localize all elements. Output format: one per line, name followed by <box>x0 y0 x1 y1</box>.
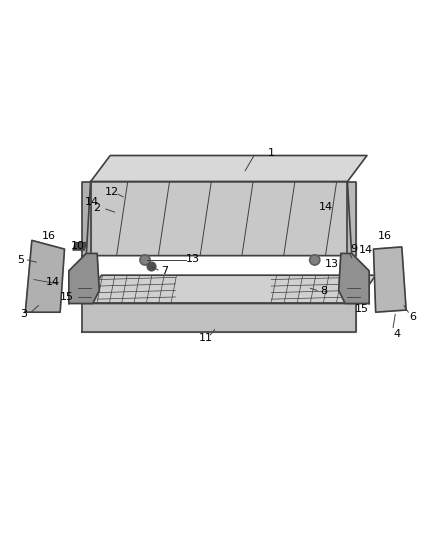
Text: 16: 16 <box>42 231 55 241</box>
Polygon shape <box>91 156 367 182</box>
Text: 1: 1 <box>268 148 275 158</box>
Text: 14: 14 <box>359 245 373 255</box>
Text: 14: 14 <box>46 277 60 287</box>
Text: 4: 4 <box>394 329 401 339</box>
Text: 12: 12 <box>105 187 120 197</box>
Circle shape <box>140 255 150 265</box>
Text: 10: 10 <box>71 240 85 251</box>
Text: 7: 7 <box>161 266 168 276</box>
Polygon shape <box>347 182 356 256</box>
Text: 8: 8 <box>320 286 327 296</box>
Text: 3: 3 <box>21 309 28 319</box>
Text: 15: 15 <box>355 304 369 314</box>
Text: 16: 16 <box>378 231 392 241</box>
Text: 13: 13 <box>186 254 200 264</box>
Polygon shape <box>69 254 99 303</box>
Text: 13: 13 <box>325 260 339 269</box>
Text: 9: 9 <box>350 244 357 254</box>
Text: 2: 2 <box>94 203 101 213</box>
Polygon shape <box>82 303 356 332</box>
Circle shape <box>310 255 320 265</box>
Text: 11: 11 <box>199 333 213 343</box>
Text: 5: 5 <box>18 255 25 265</box>
Polygon shape <box>82 275 376 303</box>
Polygon shape <box>82 182 91 256</box>
Polygon shape <box>73 243 86 250</box>
Polygon shape <box>339 254 369 303</box>
Circle shape <box>311 256 318 263</box>
Circle shape <box>141 256 148 263</box>
Text: 15: 15 <box>60 292 74 302</box>
Text: 14: 14 <box>85 197 99 207</box>
Polygon shape <box>86 182 352 256</box>
Circle shape <box>147 262 156 271</box>
Text: 6: 6 <box>409 312 416 321</box>
Polygon shape <box>374 247 406 312</box>
Polygon shape <box>25 240 64 312</box>
Text: 14: 14 <box>318 202 333 212</box>
